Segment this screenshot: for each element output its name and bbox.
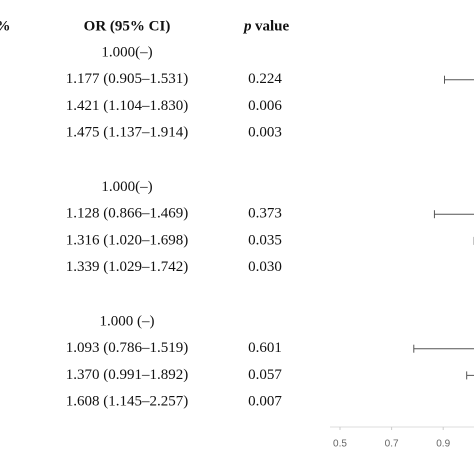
- or-ci: 1.608 (1.145–2.257): [66, 394, 189, 410]
- p-value: 0.224: [248, 71, 282, 87]
- or-ci: 1.421 (1.104–1.830): [66, 98, 189, 114]
- header-p-rest: value: [255, 18, 290, 34]
- p-value: 0.057: [248, 367, 282, 383]
- p-value: 0.007: [248, 394, 282, 410]
- header-p: p: [242, 18, 252, 34]
- x-tick-label: 0.9: [436, 439, 450, 450]
- p-value: 0.030: [248, 259, 282, 275]
- or-ci: 1.339 (1.029–1.742): [66, 259, 189, 275]
- p-value: 0.006: [248, 98, 282, 114]
- or-ci: 1.000(–): [101, 179, 152, 195]
- or-ci: 1.000 (–): [100, 313, 155, 329]
- or-ci: 1.128 (0.866–1.469): [66, 206, 189, 222]
- or-ci: 1.475 (1.137–1.914): [66, 125, 189, 141]
- x-tick-label: 0.5: [333, 439, 347, 450]
- header-or: OR (95% CI): [84, 18, 171, 34]
- p-value: 0.373: [248, 206, 282, 222]
- or-ci: 1.000(–): [101, 44, 152, 60]
- p-value: 0.035: [248, 232, 282, 248]
- x-tick-label: 0.7: [385, 439, 399, 450]
- p-value: 0.003: [248, 125, 282, 141]
- header-pct: %: [0, 18, 11, 34]
- or-ci: 1.177 (0.905–1.531): [66, 71, 189, 87]
- p-value: 0.601: [248, 340, 282, 356]
- or-ci: 1.316 (1.020–1.698): [66, 232, 189, 248]
- or-ci: 1.093 (0.786–1.519): [66, 340, 189, 356]
- or-ci: 1.370 (0.991–1.892): [66, 367, 189, 383]
